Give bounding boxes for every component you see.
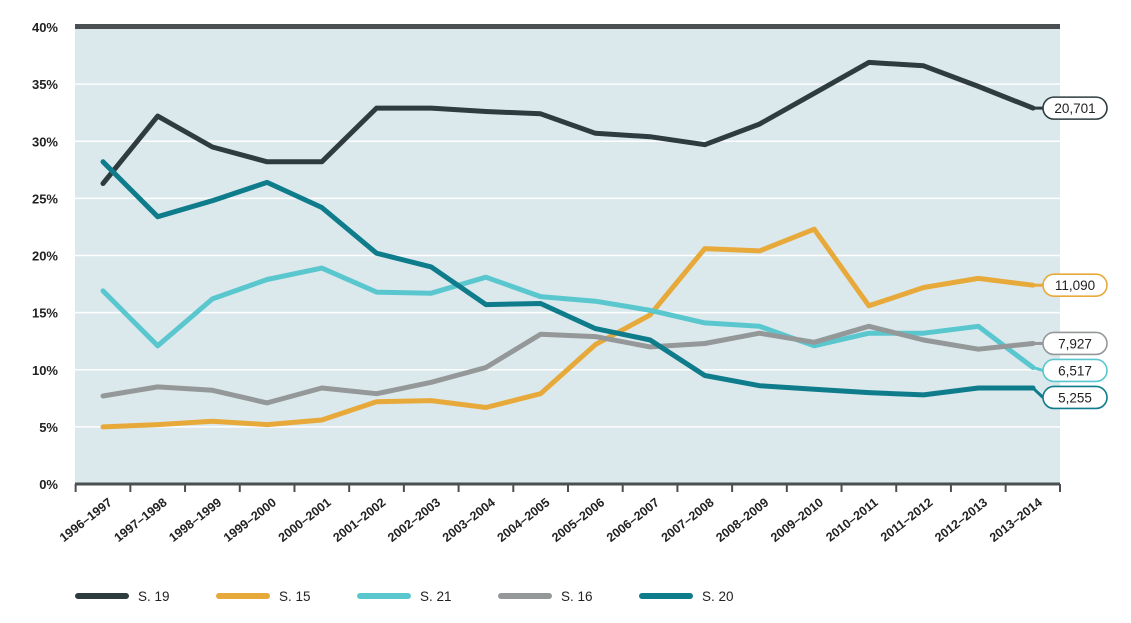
end-label-connector	[1032, 366, 1044, 372]
y-tick-label: 0%	[39, 477, 58, 492]
y-tick-label: 20%	[32, 249, 58, 264]
series-line-s-15	[100, 226, 1036, 430]
x-tick-label: 2010–2011	[823, 495, 880, 544]
x-tick-label: 2013–2014	[987, 495, 1045, 545]
end-labels: 20,701 11,090 7,927 6,517 5,255	[1031, 96, 1108, 410]
x-tick-label: 2008–2009	[713, 495, 771, 545]
y-tick-label: 25%	[32, 191, 58, 206]
y-tick-label: 5%	[39, 420, 58, 435]
top-axis-bar	[75, 24, 1060, 29]
legend-label: S. 15	[279, 589, 311, 604]
x-tick-label: 2004–2005	[495, 495, 553, 545]
end-label-box	[1042, 96, 1108, 120]
x-tick-label: 2012–2013	[932, 495, 990, 545]
end-label: 6,517	[1058, 363, 1092, 378]
x-tick-label: 2003–2004	[440, 495, 498, 545]
end-label-box	[1042, 358, 1108, 383]
x-tick-label: 1999–2000	[221, 495, 279, 545]
end-label: 5,255	[1058, 390, 1092, 405]
x-tick-label: 1997–1998	[112, 495, 170, 545]
x-tick-labels: 1996–19971997–19981998–19991999–20002000…	[57, 495, 1045, 545]
legend-label: S. 16	[561, 589, 593, 604]
y-tick-labels: 0% 5% 10% 15% 20% 25% 30% 35% 40%	[32, 20, 58, 492]
x-tick-label: 2001–2002	[330, 495, 388, 545]
end-label-box	[1042, 385, 1108, 410]
series-line-s-21	[100, 265, 1036, 370]
legend: S. 19 S. 15 S. 21 S. 16 S. 20	[75, 589, 734, 604]
end-label-connector	[1031, 386, 1045, 399]
x-tick-label: 2005–2006	[549, 495, 607, 545]
axes	[74, 24, 1061, 492]
y-tick-label: 15%	[32, 306, 58, 321]
series-line-s-19	[100, 59, 1036, 186]
x-tick-label: 2009–2010	[768, 495, 826, 545]
x-tick-label: 2000–2001	[276, 495, 334, 545]
legend-label: S. 20	[702, 589, 734, 604]
end-label: 11,090	[1055, 278, 1095, 293]
end-label-box	[1042, 273, 1108, 298]
legend-label: S. 19	[138, 589, 170, 604]
x-tick-label: 2006–2007	[604, 495, 662, 545]
end-label: 7,927	[1058, 336, 1092, 351]
x-tick-label: 1996–1997	[57, 495, 115, 545]
y-tick-label: 40%	[32, 20, 58, 35]
y-tick-label: 10%	[32, 363, 58, 378]
x-tick-label: 1998–1999	[166, 495, 224, 545]
x-tick-label: 2002–2003	[385, 495, 443, 545]
x-tick-label: 2011–2012	[878, 495, 935, 544]
y-tick-label: 35%	[32, 77, 58, 92]
legend-label: S. 21	[420, 589, 452, 604]
series-line-s-20	[100, 159, 1036, 398]
end-label-box	[1042, 331, 1108, 356]
y-tick-label: 30%	[32, 134, 58, 149]
end-label: 20,701	[1054, 101, 1095, 116]
x-tick-label: 2007–2008	[659, 495, 717, 545]
series-line-s-16	[100, 323, 1036, 406]
series-lines	[100, 59, 1036, 430]
